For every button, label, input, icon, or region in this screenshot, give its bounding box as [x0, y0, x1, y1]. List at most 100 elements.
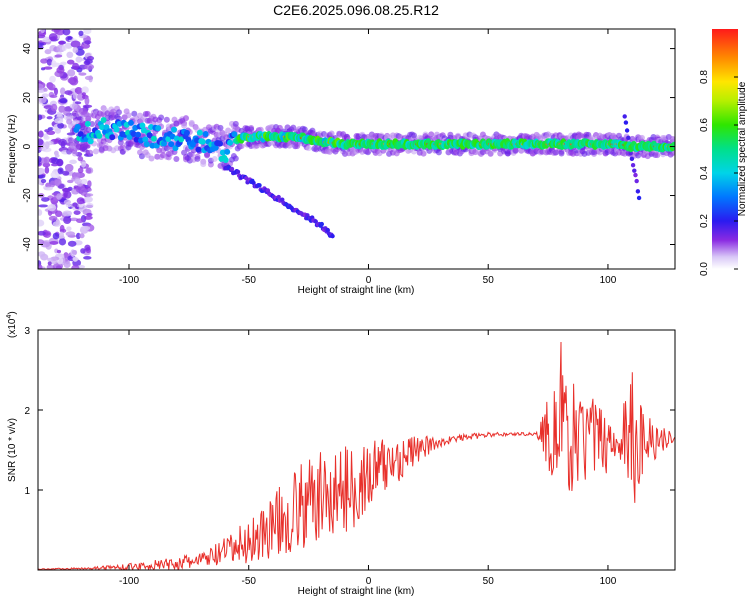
- spectrogram-cell: [59, 231, 65, 239]
- colorbar-tick-label: 0.8: [699, 70, 710, 84]
- colorbar-label: Normalized spectral amplitude: [737, 81, 748, 216]
- spectrogram-cell: [194, 155, 201, 162]
- spectrogram-cell: [330, 233, 335, 239]
- spectrogram-x-ticks: -100 -50 0 50 100: [119, 29, 617, 286]
- spectrogram-cell: [56, 249, 62, 254]
- spectrogram-cell: [38, 42, 45, 47]
- spectrogram-cell: [63, 190, 72, 199]
- spectrogram-cell: [50, 259, 57, 265]
- spectrogram-cell: [80, 225, 91, 231]
- spectrogram-cell: [232, 155, 239, 162]
- spectrogram-cell: [313, 219, 318, 224]
- spectrogram-cell: [182, 115, 189, 122]
- spectrogram-cell: [52, 221, 61, 227]
- spectrogram-cell: [80, 248, 86, 254]
- spectrogram-cell: [225, 127, 232, 134]
- spectrogram-cell: [80, 43, 91, 49]
- snr-frame: [37, 329, 676, 571]
- spectrogram-cell: [92, 148, 99, 155]
- y-tick-label: 20: [22, 92, 33, 104]
- spectrogram-cell: [67, 36, 73, 41]
- spectrogram-cell: [67, 240, 77, 247]
- spectrogram-cell: [158, 114, 165, 121]
- spectrogram-cell: [96, 132, 103, 139]
- spectrogram-cell: [84, 63, 95, 70]
- spectrogram-cell: [181, 122, 188, 129]
- spectrogram-cell: [552, 149, 559, 156]
- x-tick-label: -100: [119, 275, 139, 286]
- spectrogram-cell: [626, 135, 631, 140]
- spectrogram-cell: [73, 75, 78, 83]
- spectrogram-cell: [109, 134, 116, 141]
- spectrogram-cell: [81, 146, 88, 153]
- spectrogram-cell: [38, 230, 46, 236]
- spectrogram-y-label: Frequency (Hz): [7, 115, 18, 184]
- spectrogram-cell: [178, 136, 185, 143]
- spectrogram-cell: [71, 250, 77, 255]
- spectrogram-cell: [47, 261, 52, 266]
- spectrogram-cell: [54, 179, 60, 187]
- y-tick-label: -20: [22, 188, 33, 203]
- spectrogram-cell: [46, 58, 53, 66]
- spectrogram-cell: [38, 204, 48, 208]
- spectrogram-cell: [232, 120, 239, 127]
- spectrogram-cell: [85, 113, 92, 120]
- spectrogram-cell: [47, 257, 53, 262]
- spectrogram-cell: [71, 264, 80, 269]
- spectrogram-cell: [74, 178, 83, 183]
- spectrogram-cell: [63, 110, 71, 116]
- spectrogram-cell: [325, 227, 330, 233]
- spectrogram-cell: [61, 45, 67, 52]
- spectrogram-cell: [46, 116, 53, 120]
- colorbar-gradient: [712, 29, 738, 269]
- spectrogram-cell: [38, 130, 44, 138]
- spectrogram-cell: [143, 141, 150, 148]
- spectrogram-cell: [81, 92, 86, 96]
- spectrogram-cell: [40, 58, 48, 64]
- spectrogram-cell: [54, 128, 62, 134]
- spectrogram-cell: [85, 126, 92, 133]
- spectrogram-cell: [638, 134, 645, 141]
- spectrogram-cell: [64, 42, 73, 49]
- y-tick-label: 3: [24, 326, 30, 337]
- spectrogram-cell: [276, 124, 283, 131]
- spectrogram-cell: [81, 86, 89, 94]
- x-tick-label: 0: [366, 576, 372, 587]
- x-tick-label: 100: [600, 275, 617, 286]
- spectrogram-cell: [71, 150, 78, 157]
- spectrogram-cell: [80, 178, 88, 185]
- spectrogram-cell: [59, 98, 68, 104]
- spectrogram-cell: [65, 231, 76, 237]
- spectrogram-cell: [46, 264, 54, 269]
- spectrogram-cell: [41, 147, 52, 153]
- x-tick-label: 50: [483, 275, 495, 286]
- spectrogram-cell: [89, 121, 96, 128]
- spectrogram-cell: [70, 40, 81, 48]
- spectrogram-cell: [75, 232, 81, 240]
- spectrogram-cell: [628, 150, 633, 156]
- spectrogram-cell: [45, 182, 52, 188]
- spectrogram-cell: [42, 162, 51, 168]
- spectrogram-cell: [654, 152, 661, 159]
- spectrogram-cell: [85, 204, 94, 209]
- spectrogram-cell: [38, 114, 43, 121]
- spectrogram-cell: [125, 112, 132, 119]
- spectrogram-cell: [144, 110, 151, 117]
- spectrogram-cell: [328, 130, 335, 137]
- spectrogram-cell: [72, 92, 78, 100]
- spectrogram-cell: [558, 150, 565, 157]
- spectrogram-cell: [44, 129, 50, 133]
- spectrogram-cell: [49, 75, 56, 83]
- spectrogram-cell: [63, 252, 69, 259]
- y-tick-label: 0: [22, 143, 33, 149]
- spectrogram-cell: [87, 187, 92, 192]
- spectrogram-cell: [633, 172, 638, 178]
- spectrogram-cell: [195, 146, 202, 153]
- spectrogram-frame: [37, 28, 676, 270]
- spectrogram-cell: [48, 215, 58, 221]
- spectrogram-cell: [82, 104, 93, 109]
- spectrogram-cell: [55, 265, 62, 269]
- spectrogram-cell: [51, 60, 57, 68]
- spectrogram-cell: [58, 138, 68, 146]
- spectrogram-cell: [66, 51, 74, 59]
